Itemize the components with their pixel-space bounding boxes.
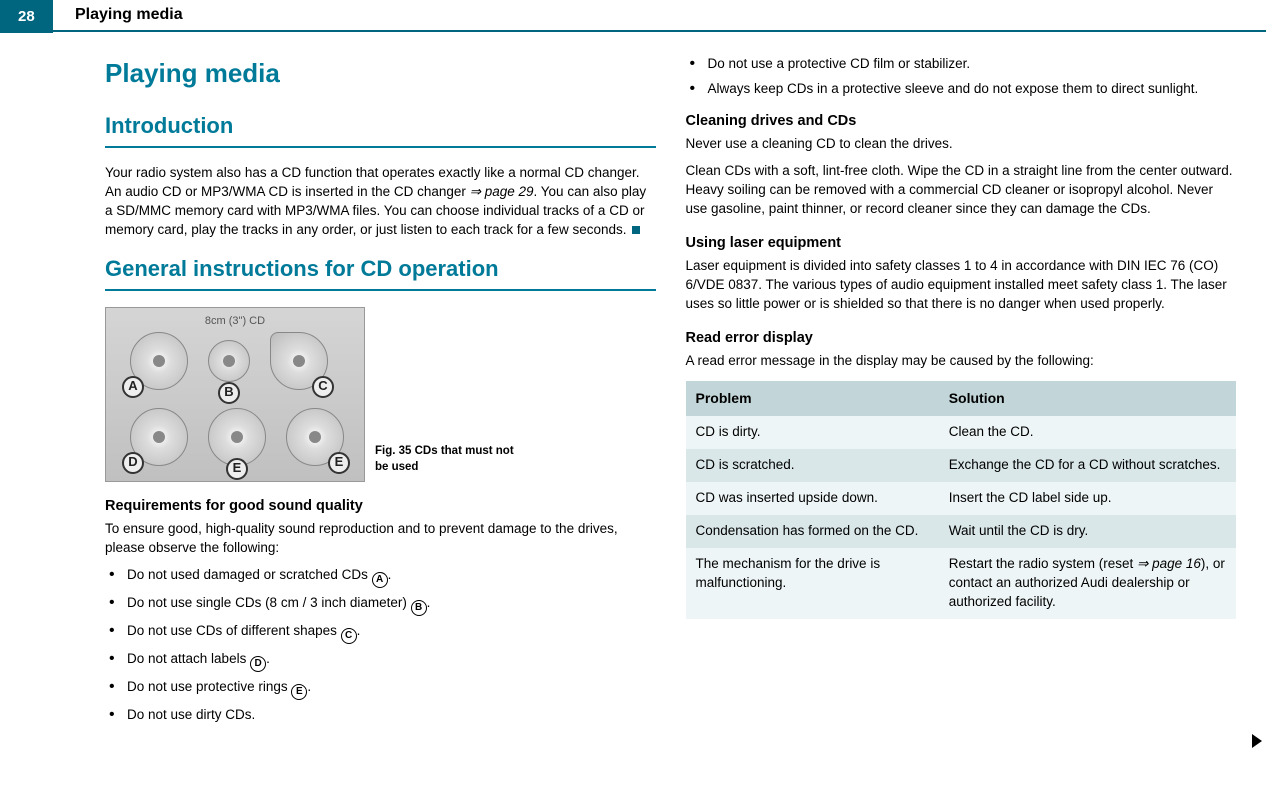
bullet-text: Do not use CDs of different shapes [127, 623, 341, 638]
cleaning-p1: Never use a cleaning CD to clean the dri… [686, 135, 1237, 154]
list-item: Do not use CDs of different shapes C. [105, 622, 656, 644]
section-intro-title: Introduction [105, 111, 656, 148]
cleaning-p2: Clean CDs with a soft, lint-free cloth. … [686, 162, 1237, 219]
problem-cell: CD was inserted upside down. [686, 482, 939, 515]
circled-letter: D [250, 656, 266, 672]
solution-cell: Exchange the CD for a CD without scratch… [939, 449, 1236, 482]
cd-size-label: 8cm (3") CD [205, 314, 265, 329]
table-row: The mechanism for the drive is malfuncti… [686, 548, 1237, 619]
solution-cell: Wait until the CD is dry. [939, 515, 1236, 548]
cd-letter-e2: E [328, 452, 350, 474]
header-rule [0, 30, 1266, 32]
bullet-suffix: . [266, 651, 270, 666]
laser-heading: Using laser equipment [686, 233, 1237, 253]
cd-figure: 8cm (3") CD A B C [105, 307, 365, 482]
cd-letter-e1: E [226, 458, 248, 480]
requirements-text: To ensure good, high-quality sound repro… [105, 520, 656, 558]
cleaning-heading: Cleaning drives and CDs [686, 111, 1237, 131]
list-item: Do not attach labels D. [105, 650, 656, 672]
list-item: Do not use a protective CD film or stabi… [686, 55, 1237, 74]
laser-text: Laser equipment is divided into safety c… [686, 257, 1237, 314]
list-item: Always keep CDs in a protective sleeve a… [686, 80, 1237, 99]
left-column: Playing media Introduction Your radio sy… [105, 55, 656, 798]
problem-cell: CD is dirty. [686, 416, 939, 449]
bullet-suffix: . [427, 595, 431, 610]
cd-letter-b: B [218, 382, 240, 404]
table-header-solution: Solution [939, 381, 1236, 417]
table-row: CD is scratched.Exchange the CD for a CD… [686, 449, 1237, 482]
list-item: Do not used damaged or scratched CDs A. [105, 566, 656, 588]
table-header-problem: Problem [686, 381, 939, 417]
problem-cell: The mechanism for the drive is malfuncti… [686, 548, 939, 619]
end-square-icon [632, 226, 640, 234]
page-ref-16: ⇒ page 16 [1137, 556, 1201, 571]
page-number-tab: 28 [0, 0, 53, 33]
requirements-heading: Requirements for good sound quality [105, 496, 656, 516]
solution-cell: Clean the CD. [939, 416, 1236, 449]
table-row: Condensation has formed on the CD.Wait u… [686, 515, 1237, 548]
running-header: Playing media [75, 4, 183, 26]
cd-disc-e1 [208, 408, 266, 466]
cd-letter-d: D [122, 452, 144, 474]
list-item: Do not use dirty CDs. [105, 706, 656, 725]
bullet-text: Do not use single CDs (8 cm / 3 inch dia… [127, 595, 411, 610]
bullet-text: Do not use protective rings [127, 679, 291, 694]
list-item: Do not use single CDs (8 cm / 3 inch dia… [105, 594, 656, 616]
cd-letter-a: A [122, 376, 144, 398]
bullet-suffix: . [307, 679, 311, 694]
circled-letter: C [341, 628, 357, 644]
list-item: Do not use protective rings E. [105, 678, 656, 700]
problem-cell: CD is scratched. [686, 449, 939, 482]
bullet-text: Do not attach labels [127, 651, 250, 666]
bullets-right-list: Do not use a protective CD film or stabi… [686, 55, 1237, 99]
bullet-suffix: . [388, 567, 392, 582]
solution-pre: Restart the radio system (reset [949, 556, 1137, 571]
main-title: Playing media [105, 55, 656, 91]
figure-caption: Fig. 35 CDs that must not be used [375, 443, 515, 481]
table-row: CD was inserted upside down.Insert the C… [686, 482, 1237, 515]
bullet-text: Do not use dirty CDs. [127, 707, 255, 722]
bullet-text: Do not used damaged or scratched CDs [127, 567, 372, 582]
section-cd-title: General instructions for CD operation [105, 254, 656, 291]
continue-arrow-icon [1252, 734, 1262, 748]
right-column: Do not use a protective CD film or stabi… [686, 55, 1237, 798]
page-ref-29: ⇒ page 29 [470, 184, 534, 199]
requirements-list: Do not used damaged or scratched CDs A.D… [105, 566, 656, 725]
solution-cell: Insert the CD label side up. [939, 482, 1236, 515]
read-error-heading: Read error display [686, 328, 1237, 348]
cd-disc-b [208, 340, 250, 382]
cd-letter-c: C [312, 376, 334, 398]
figure-row: 8cm (3") CD A B C [105, 307, 656, 482]
circled-letter: E [291, 684, 307, 700]
problem-cell: Condensation has formed on the CD. [686, 515, 939, 548]
problem-solution-table: Problem Solution CD is dirty.Clean the C… [686, 381, 1237, 619]
read-error-text: A read error message in the display may … [686, 352, 1237, 371]
circled-letter: B [411, 600, 427, 616]
solution-cell: Restart the radio system (reset ⇒ page 1… [939, 548, 1236, 619]
bullet-suffix: . [357, 623, 361, 638]
circled-letter: A [372, 572, 388, 588]
intro-paragraph: Your radio system also has a CD function… [105, 164, 656, 240]
table-row: CD is dirty.Clean the CD. [686, 416, 1237, 449]
